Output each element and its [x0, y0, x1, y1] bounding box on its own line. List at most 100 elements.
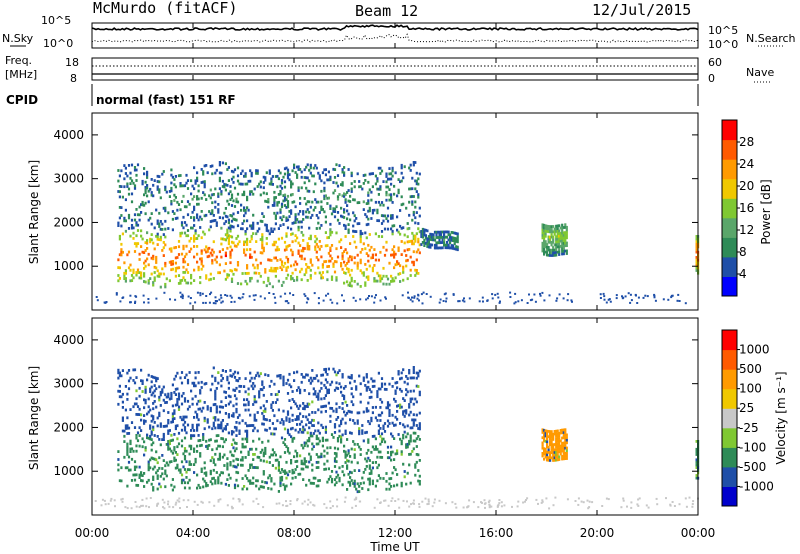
range-gate-cell	[645, 504, 648, 507]
range-gate-cell	[212, 240, 215, 244]
range-gate-cell	[695, 453, 698, 456]
range-gate-cell	[264, 223, 267, 227]
range-gate-cell	[439, 241, 443, 244]
range-gate-cell	[338, 466, 341, 470]
range-gate-cell	[300, 231, 303, 234]
range-gate-cell	[138, 258, 141, 261]
range-gate-cell	[421, 241, 424, 244]
range-gate-cell	[562, 441, 565, 445]
range-gate-cell	[197, 483, 200, 487]
range-gate-cell	[285, 198, 288, 201]
range-gate-cell	[186, 229, 190, 232]
range-gate-cell	[624, 295, 627, 298]
range-gate-cell	[380, 201, 384, 204]
range-gate-cell	[321, 405, 324, 408]
range-gate-cell	[321, 208, 324, 211]
range-gate-cell	[193, 384, 196, 388]
range-gate-cell	[273, 227, 276, 231]
range-gate-cell	[417, 427, 420, 430]
range-gate-cell	[547, 456, 550, 460]
range-gate-cell	[114, 505, 116, 508]
range-gate-cell	[202, 170, 205, 173]
range-gate-cell	[283, 198, 287, 202]
range-gate-cell	[394, 381, 397, 385]
range-gate-cell	[350, 190, 353, 193]
range-gate-cell	[669, 503, 672, 506]
range-gate-cell	[553, 458, 556, 462]
range-gate-cell	[261, 238, 264, 242]
range-gate-cell	[170, 189, 173, 193]
range-gate-cell	[338, 429, 341, 433]
range-gate-cell	[230, 196, 234, 199]
range-gate-cell	[559, 429, 562, 432]
range-gate-cell	[162, 385, 165, 389]
range-gate-cell	[243, 385, 246, 388]
range-gate-cell	[146, 170, 149, 174]
range-gate-cell	[182, 244, 185, 248]
range-gate-cell	[183, 399, 187, 403]
range-gate-cell	[411, 195, 414, 198]
range-gate-cell	[684, 302, 687, 305]
range-gate-cell	[177, 431, 181, 435]
range-gate-cell	[214, 397, 217, 401]
range-gate-cell	[397, 249, 400, 252]
range-gate-cell	[402, 176, 405, 180]
range-gate-cell	[393, 192, 396, 196]
range-gate-cell	[135, 242, 138, 245]
range-gate-cell	[555, 227, 558, 231]
range-gate-cell	[217, 444, 220, 448]
range-gate-cell	[376, 455, 379, 459]
range-gate-cell	[274, 214, 277, 218]
range-gate-cell	[286, 300, 289, 303]
y-tick-label: 3000	[53, 377, 84, 391]
range-gate-cell	[303, 459, 306, 463]
range-gate-cell	[244, 230, 247, 233]
range-gate-cell	[253, 384, 256, 388]
range-gate-cell	[385, 198, 388, 202]
range-gate-cell	[130, 200, 134, 204]
range-gate-cell	[238, 182, 241, 186]
range-gate-cell	[149, 187, 152, 191]
range-gate-cell	[382, 282, 385, 286]
range-gate-cell	[353, 379, 356, 383]
range-gate-cell	[379, 279, 382, 283]
range-gate-cell	[293, 221, 296, 225]
range-gate-cell	[546, 437, 549, 441]
range-gate-cell	[695, 447, 698, 451]
range-gate-cell	[426, 229, 429, 233]
range-gate-cell	[353, 280, 356, 283]
range-gate-cell	[303, 462, 306, 466]
range-gate-cell	[543, 431, 546, 435]
range-gate-cell	[117, 258, 120, 262]
range-gate-cell	[143, 472, 146, 475]
range-gate-cell	[124, 208, 127, 212]
range-gate-cell	[176, 424, 179, 428]
range-gate-cell	[329, 222, 332, 226]
colorbar-tick-label: -1000	[739, 479, 774, 493]
range-gate-cell	[418, 243, 421, 247]
range-gate-cell	[327, 388, 330, 392]
range-gate-cell	[396, 386, 399, 390]
range-gate-cell	[455, 240, 458, 243]
range-gate-cell	[299, 388, 302, 392]
range-gate-cell	[327, 401, 330, 405]
range-gate-cell	[346, 251, 349, 255]
range-gate-cell	[261, 422, 264, 426]
range-gate-cell	[144, 388, 147, 392]
range-gate-cell	[233, 218, 237, 221]
range-gate-cell	[362, 481, 365, 485]
range-gate-cell	[349, 281, 352, 285]
range-gate-cell	[550, 440, 553, 444]
range-gate-cell	[214, 379, 217, 383]
range-gate-cell	[558, 447, 561, 451]
range-gate-cell	[336, 255, 340, 259]
range-gate-cell	[185, 223, 188, 227]
range-gate-cell	[197, 418, 200, 422]
range-gate-cell	[332, 210, 335, 213]
range-gate-cell	[391, 471, 394, 475]
range-gate-cell	[321, 444, 324, 448]
range-gate-cell	[291, 240, 294, 244]
range-gate-cell	[627, 292, 630, 295]
range-gate-cell	[350, 255, 353, 259]
range-gate-cell	[243, 209, 246, 212]
